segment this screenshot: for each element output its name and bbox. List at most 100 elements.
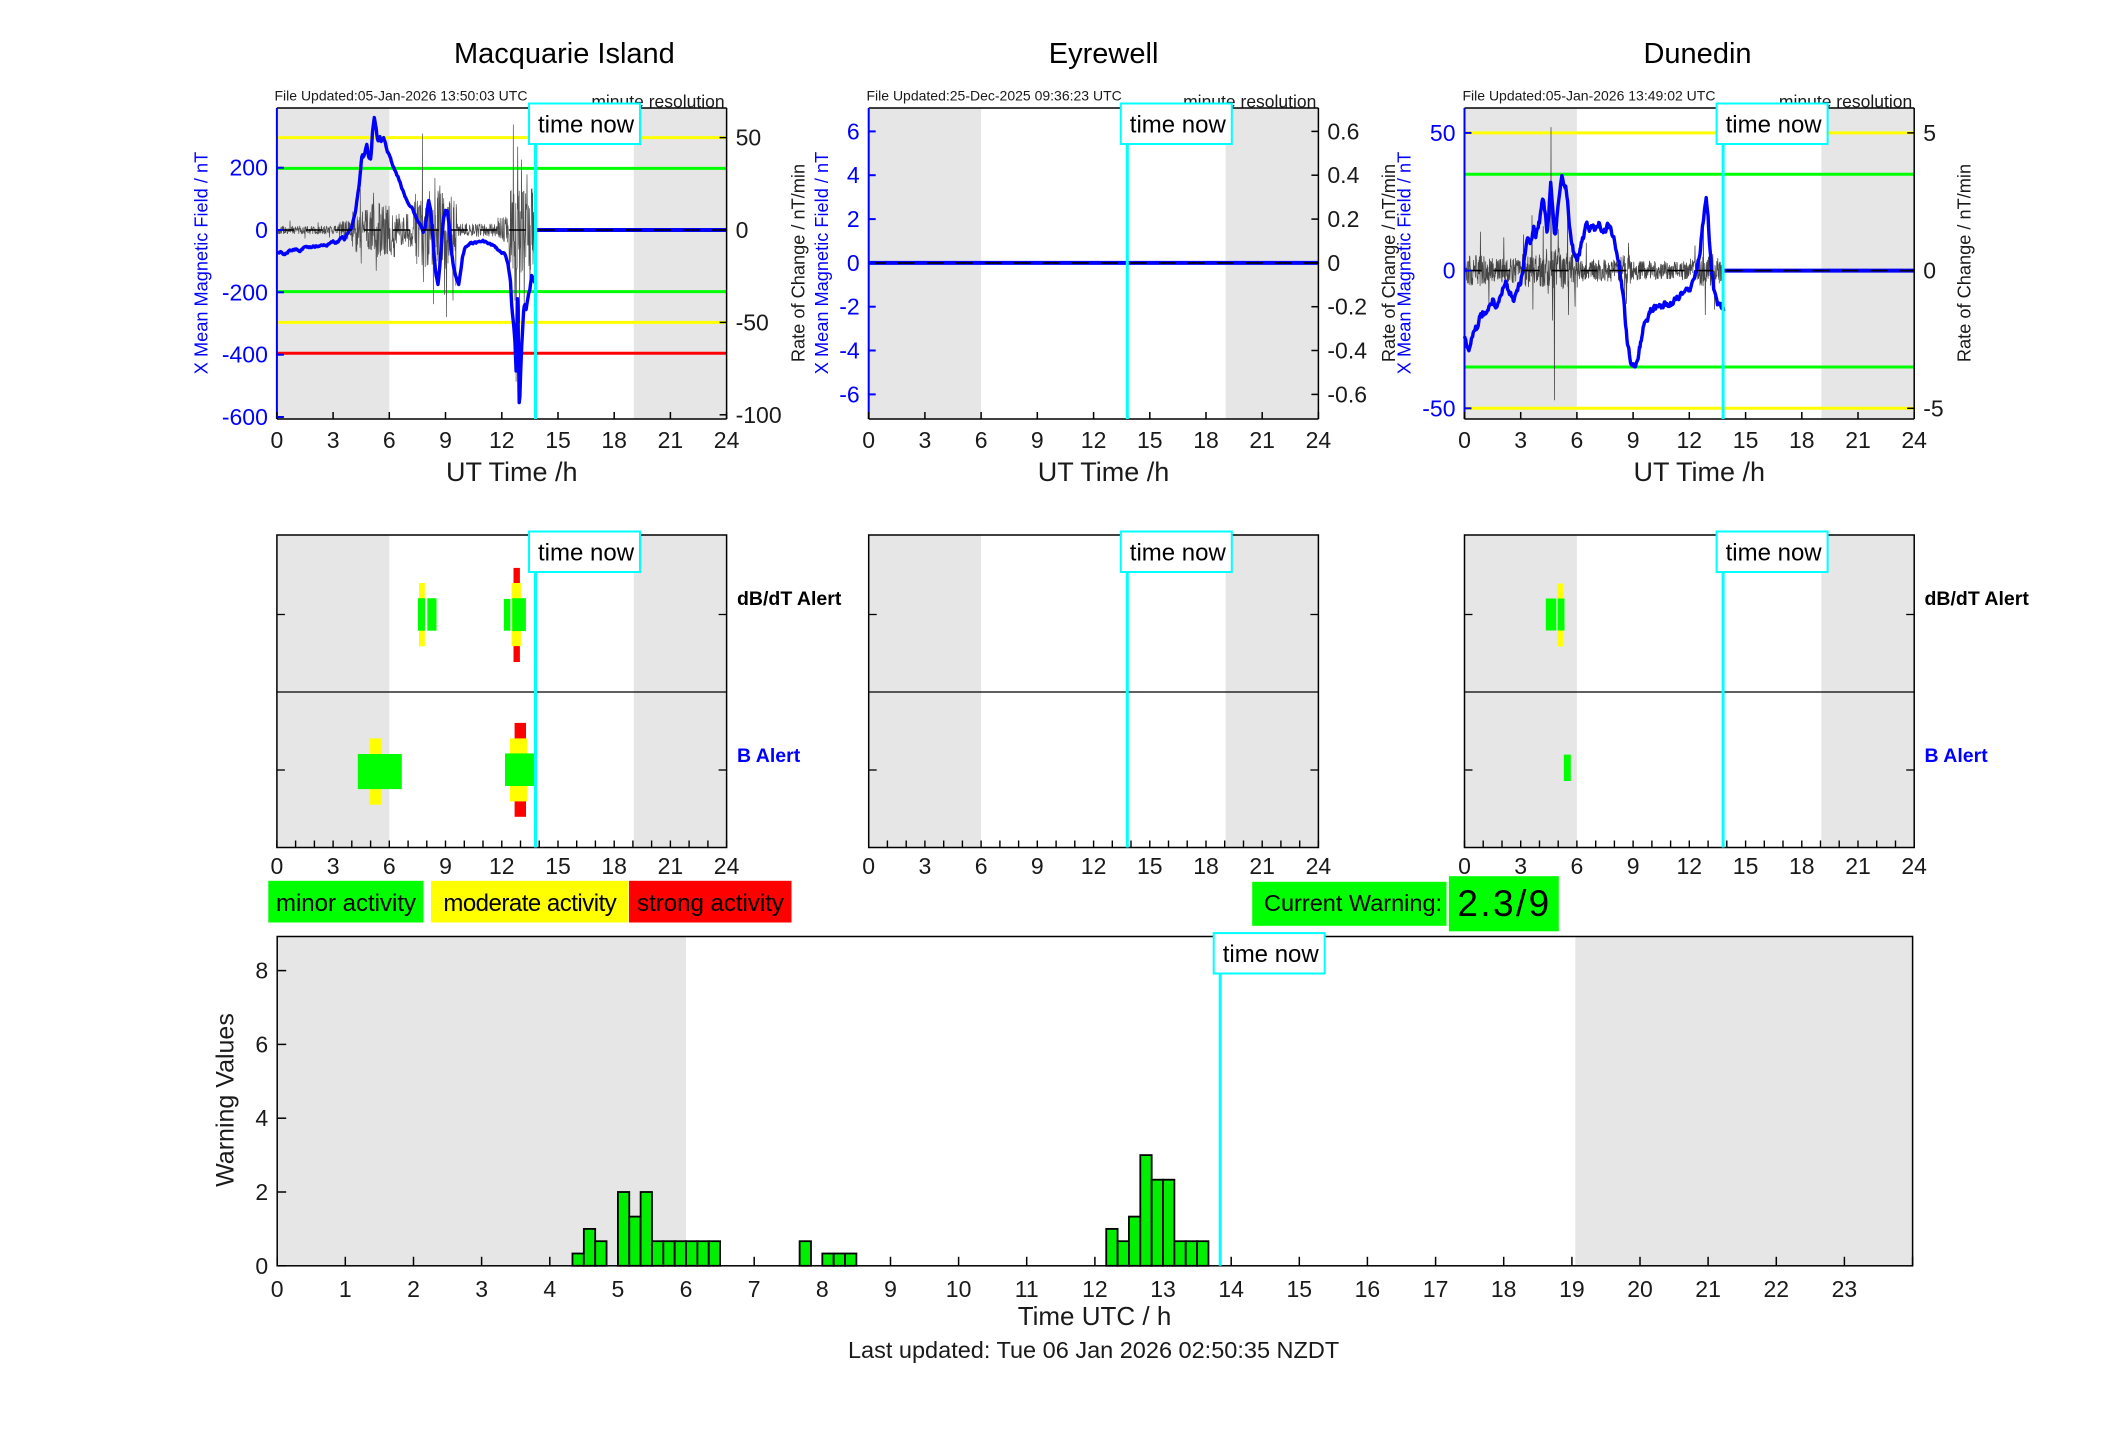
svg-text:12: 12 <box>1081 853 1107 879</box>
svg-text:Rate of Change / nT/min: Rate of Change / nT/min <box>1955 164 1975 362</box>
svg-text:21: 21 <box>1249 427 1275 453</box>
svg-text:6: 6 <box>1571 427 1584 453</box>
svg-text:200: 200 <box>230 155 268 181</box>
svg-text:6: 6 <box>680 1276 693 1302</box>
svg-text:18: 18 <box>1193 427 1219 453</box>
svg-text:8: 8 <box>255 958 268 984</box>
svg-text:10: 10 <box>946 1276 972 1302</box>
svg-text:UT Time /h: UT Time /h <box>1634 457 1766 487</box>
svg-text:6: 6 <box>975 853 988 879</box>
svg-text:0: 0 <box>862 853 875 879</box>
svg-text:15: 15 <box>545 853 571 879</box>
svg-text:0.4: 0.4 <box>1327 162 1359 188</box>
svg-text:12: 12 <box>1081 427 1107 453</box>
svg-text:-5: -5 <box>1923 395 1943 421</box>
svg-text:6: 6 <box>975 427 988 453</box>
svg-text:15: 15 <box>1137 853 1163 879</box>
svg-text:Eyrewell: Eyrewell <box>1049 38 1159 70</box>
svg-text:18: 18 <box>1193 853 1219 879</box>
svg-text:9: 9 <box>884 1276 897 1302</box>
svg-text:File Updated:05-Jan-2026 13:49: File Updated:05-Jan-2026 13:49:02 UTC <box>1463 88 1716 104</box>
svg-text:-200: -200 <box>222 279 268 305</box>
svg-text:12: 12 <box>1677 853 1703 879</box>
svg-text:-0.4: -0.4 <box>1327 338 1367 364</box>
svg-text:0: 0 <box>1458 853 1471 879</box>
svg-text:0: 0 <box>255 1253 268 1279</box>
svg-text:9: 9 <box>1627 853 1640 879</box>
svg-text:24: 24 <box>1306 427 1332 453</box>
svg-text:15: 15 <box>1137 427 1163 453</box>
svg-text:15: 15 <box>1733 427 1759 453</box>
svg-text:5: 5 <box>1923 120 1936 146</box>
svg-text:minor activity: minor activity <box>276 890 416 917</box>
svg-text:0: 0 <box>862 427 875 453</box>
svg-text:0: 0 <box>255 217 268 243</box>
svg-text:7: 7 <box>748 1276 761 1302</box>
svg-text:21: 21 <box>658 853 684 879</box>
svg-text:0: 0 <box>271 853 284 879</box>
svg-text:-6: -6 <box>839 381 859 407</box>
svg-text:UT Time /h: UT Time /h <box>446 457 578 487</box>
svg-text:Time UTC / h: Time UTC / h <box>1018 1301 1172 1331</box>
svg-text:16: 16 <box>1355 1276 1381 1302</box>
svg-text:20: 20 <box>1627 1276 1653 1302</box>
svg-text:time now: time now <box>1726 111 1823 138</box>
svg-text:17: 17 <box>1423 1276 1449 1302</box>
svg-text:time now: time now <box>1130 111 1227 138</box>
svg-text:4: 4 <box>543 1276 556 1302</box>
svg-text:0: 0 <box>271 1276 284 1302</box>
svg-text:13: 13 <box>1150 1276 1176 1302</box>
svg-text:21: 21 <box>1845 853 1871 879</box>
svg-text:moderate activity: moderate activity <box>443 890 616 917</box>
svg-text:UT Time /h: UT Time /h <box>1038 457 1170 487</box>
svg-text:9: 9 <box>439 853 452 879</box>
svg-text:Warning Values: Warning Values <box>212 1013 240 1187</box>
svg-text:3: 3 <box>1514 427 1527 453</box>
svg-text:time now: time now <box>1130 539 1227 566</box>
svg-text:-100: -100 <box>736 402 782 428</box>
svg-text:21: 21 <box>1695 1276 1721 1302</box>
svg-text:Macquarie Island: Macquarie Island <box>454 38 675 70</box>
svg-text:18: 18 <box>1491 1276 1517 1302</box>
svg-text:5: 5 <box>612 1276 625 1302</box>
svg-text:0: 0 <box>736 217 749 243</box>
svg-text:21: 21 <box>1845 427 1871 453</box>
svg-text:1: 1 <box>339 1276 352 1302</box>
svg-text:-50: -50 <box>1422 395 1455 421</box>
svg-text:4: 4 <box>847 162 860 188</box>
svg-text:3: 3 <box>919 853 932 879</box>
svg-text:3: 3 <box>919 427 932 453</box>
svg-text:File Updated:25-Dec-2025 09:36: File Updated:25-Dec-2025 09:36:23 UTC <box>867 88 1122 104</box>
svg-text:6: 6 <box>1571 853 1584 879</box>
svg-text:12: 12 <box>489 427 515 453</box>
svg-text:4: 4 <box>255 1105 268 1131</box>
svg-text:12: 12 <box>1082 1276 1108 1302</box>
svg-text:dB/dT Alert: dB/dT Alert <box>1925 588 2030 610</box>
svg-text:time now: time now <box>1726 539 1823 566</box>
svg-text:B Alert: B Alert <box>1925 745 1989 767</box>
svg-text:6: 6 <box>383 427 396 453</box>
svg-text:3: 3 <box>327 853 340 879</box>
svg-text:time now: time now <box>1223 941 1320 968</box>
svg-text:0: 0 <box>1327 250 1340 276</box>
svg-text:18: 18 <box>1789 427 1815 453</box>
svg-text:dB/dT Alert: dB/dT Alert <box>737 588 842 610</box>
svg-text:-4: -4 <box>839 338 860 364</box>
svg-text:2.3/9: 2.3/9 <box>1457 883 1551 924</box>
svg-text:-600: -600 <box>222 404 268 430</box>
svg-text:9: 9 <box>1627 427 1640 453</box>
svg-text:-0.2: -0.2 <box>1327 294 1367 320</box>
svg-text:12: 12 <box>1677 427 1703 453</box>
svg-text:9: 9 <box>1031 427 1044 453</box>
svg-text:23: 23 <box>1832 1276 1858 1302</box>
svg-text:50: 50 <box>1430 120 1456 146</box>
svg-text:24: 24 <box>1306 853 1332 879</box>
svg-text:Dunedin: Dunedin <box>1643 38 1751 70</box>
svg-text:2: 2 <box>407 1276 420 1302</box>
svg-text:0: 0 <box>271 427 284 453</box>
svg-text:24: 24 <box>1901 427 1927 453</box>
svg-text:-0.6: -0.6 <box>1327 381 1367 407</box>
svg-text:-2: -2 <box>839 294 859 320</box>
svg-text:6: 6 <box>383 853 396 879</box>
svg-text:Rate of Change / nT/min: Rate of Change / nT/min <box>1379 164 1399 362</box>
